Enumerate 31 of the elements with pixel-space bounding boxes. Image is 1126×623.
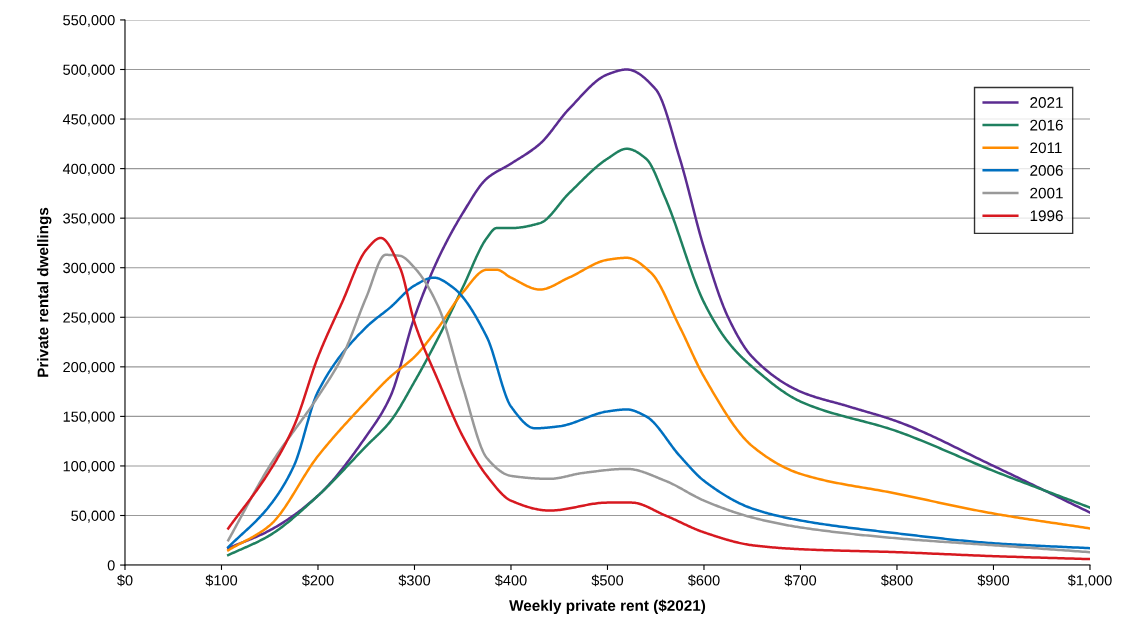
y-tick-label: 450,000 xyxy=(62,114,115,127)
y-tick-label: 300,000 xyxy=(63,262,115,275)
legend-label: 2016 xyxy=(1030,119,1063,131)
y-tick-label: 50,000 xyxy=(71,510,115,523)
legend-label: 2001 xyxy=(1030,187,1063,199)
x-tick-label: $400 xyxy=(494,574,527,587)
y-tick-label: 550,000 xyxy=(63,15,115,28)
x-axis-title: Weekly private rent ($2021) xyxy=(509,599,706,614)
x-tick-label: $0 xyxy=(117,574,133,587)
y-tick-label: 150,000 xyxy=(63,411,115,424)
y-tick-label: 350,000 xyxy=(63,213,115,226)
x-tick-label: $500 xyxy=(591,574,624,587)
x-tick-label: $200 xyxy=(301,574,334,587)
y-tick-label: 400,000 xyxy=(62,163,115,176)
x-tick-label: $800 xyxy=(880,574,913,587)
x-tick-label: $300 xyxy=(398,574,431,587)
legend-label: 2006 xyxy=(1030,165,1063,176)
y-tick-label: 200,000 xyxy=(63,361,115,374)
x-tick-label: $600 xyxy=(687,574,720,587)
x-tick-label: $100 xyxy=(205,574,238,587)
x-tick-label: $1,000 xyxy=(1067,574,1112,588)
legend-label: 1996 xyxy=(1030,210,1063,222)
y-axis-title: Private rental dwellings xyxy=(37,207,52,377)
y-tick-label: 250,000 xyxy=(63,312,115,325)
legend-label: 2021 xyxy=(1030,97,1063,108)
y-tick-label: 0 xyxy=(107,560,115,571)
x-tick-label: $900 xyxy=(977,574,1010,587)
y-tick-label: 500,000 xyxy=(63,64,115,77)
y-tick-label: 100,000 xyxy=(63,461,115,474)
legend-label: 2011 xyxy=(1030,142,1062,154)
x-tick-label: $700 xyxy=(784,574,817,587)
